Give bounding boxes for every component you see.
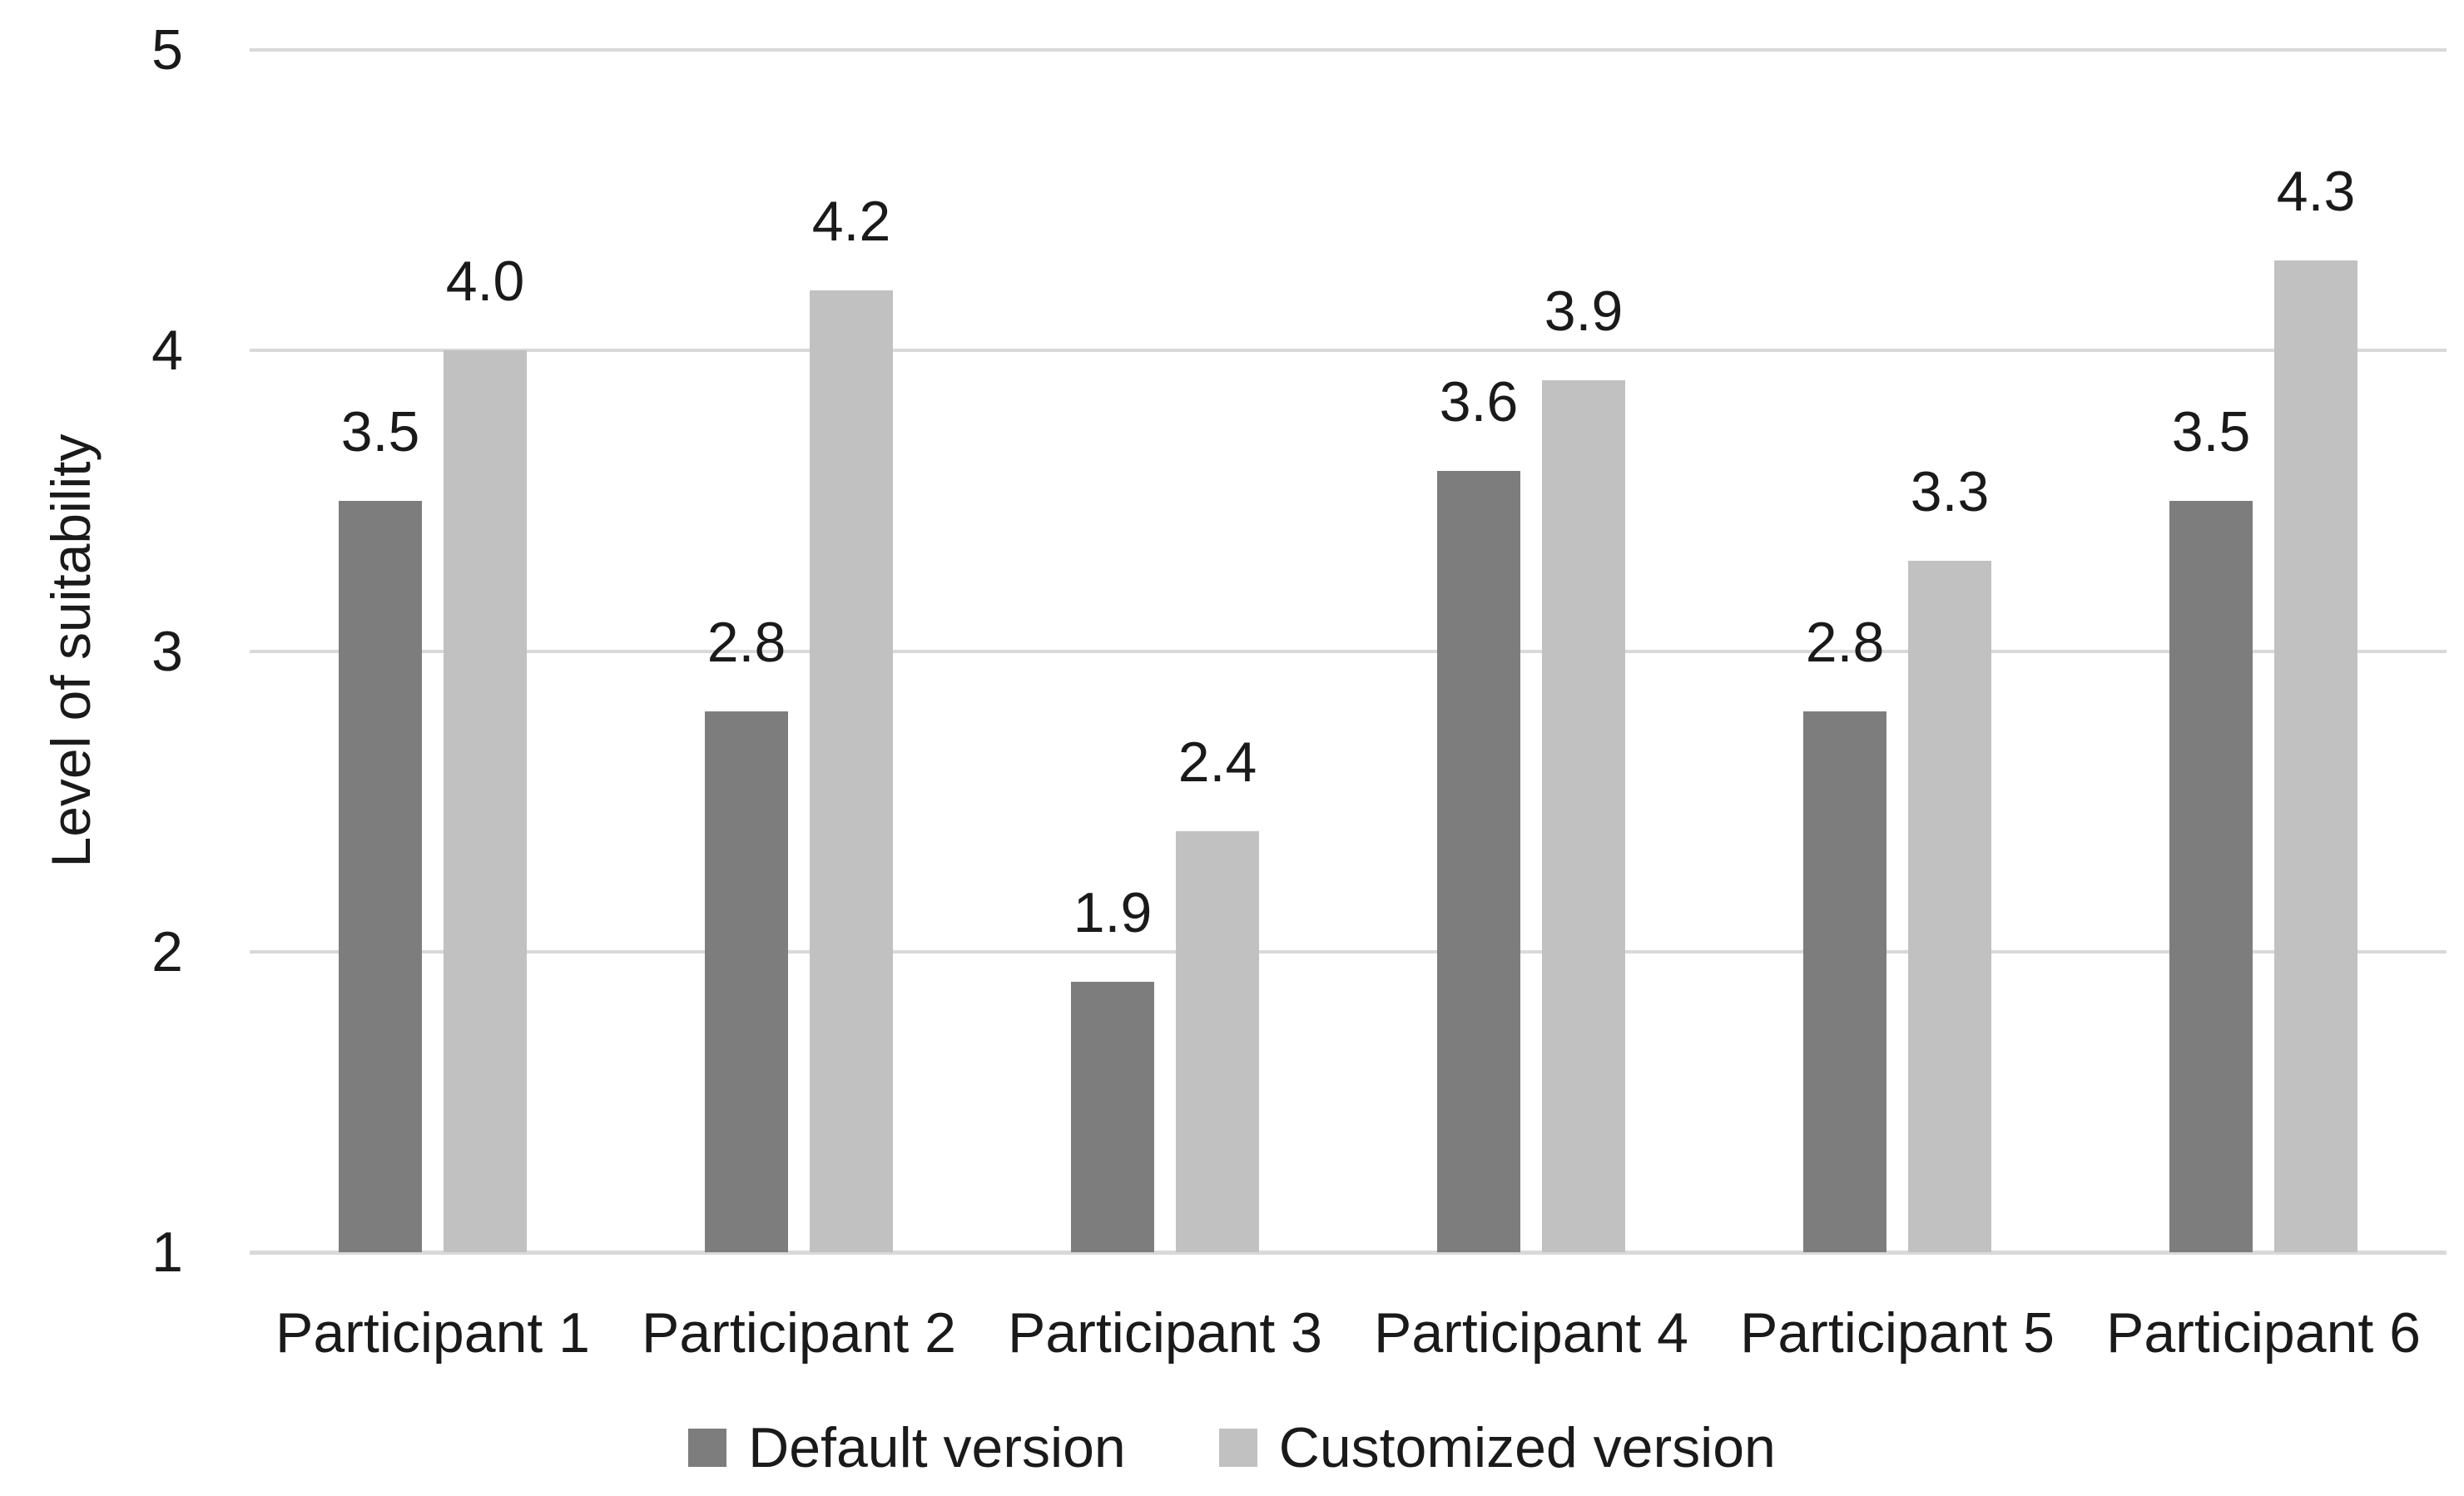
- bar-customized-version: [1542, 380, 1625, 1252]
- bar-default-version: [705, 711, 788, 1252]
- bar-value-label: 4.3: [2276, 159, 2356, 223]
- y-tick-label: 2: [151, 919, 183, 983]
- bar-default-version: [2169, 500, 2253, 1252]
- y-tick-label: 4: [151, 319, 183, 383]
- bar-value-label: 2.8: [706, 610, 786, 674]
- gridline-2: [250, 949, 2447, 954]
- legend-item-customized-version: Customized version: [1218, 1416, 1776, 1479]
- bar-value-label: 1.9: [1073, 880, 1153, 944]
- bar-default-version: [1437, 470, 1520, 1252]
- x-category-label: Participant 6: [2106, 1301, 2421, 1365]
- gridline-3: [250, 649, 2447, 653]
- legend-label: Default version: [748, 1416, 1126, 1479]
- x-category-label: Participant 2: [642, 1301, 956, 1365]
- legend-swatch-default-version: [688, 1429, 727, 1467]
- bar-value-label: 3.5: [2171, 399, 2251, 463]
- x-category-label: Participant 5: [1740, 1301, 2055, 1365]
- y-tick-label: 3: [151, 619, 183, 683]
- x-category-label: Participant 1: [275, 1301, 590, 1365]
- y-tick-label: 1: [151, 1221, 183, 1284]
- y-tick-label: 5: [151, 18, 183, 82]
- gridline-5: [250, 48, 2447, 52]
- x-category-label: Participant 4: [1374, 1301, 1688, 1365]
- legend: Default version Customized version: [0, 1410, 2464, 1485]
- bar-customized-version: [1176, 831, 1259, 1252]
- bar-value-label: 3.9: [1544, 280, 1624, 344]
- x-category-label: Participant 3: [1008, 1301, 1322, 1365]
- bar-value-label: 4.2: [811, 190, 891, 253]
- bar-value-label: 2.4: [1177, 731, 1257, 795]
- x-axis-line: [250, 1251, 2447, 1255]
- legend-label: Customized version: [1278, 1416, 1776, 1479]
- bar-default-version: [339, 500, 422, 1252]
- bar-value-label: 4.0: [445, 250, 525, 314]
- bar-value-label: 3.6: [1439, 369, 1519, 433]
- bar-default-version: [1803, 711, 1886, 1252]
- legend-swatch-customized-version: [1218, 1429, 1257, 1467]
- bar-customized-version: [2274, 260, 2357, 1252]
- bar-value-label: 3.5: [340, 399, 420, 463]
- bar-value-label: 2.8: [1805, 610, 1885, 674]
- bar-default-version: [1071, 981, 1154, 1252]
- bar-customized-version: [1908, 561, 1991, 1252]
- gridline-4: [250, 349, 2447, 353]
- legend-item-default-version: Default version: [688, 1418, 1126, 1478]
- bar-customized-version: [444, 350, 527, 1252]
- bar-customized-version: [810, 290, 893, 1252]
- bar-value-label: 3.3: [1910, 460, 1990, 524]
